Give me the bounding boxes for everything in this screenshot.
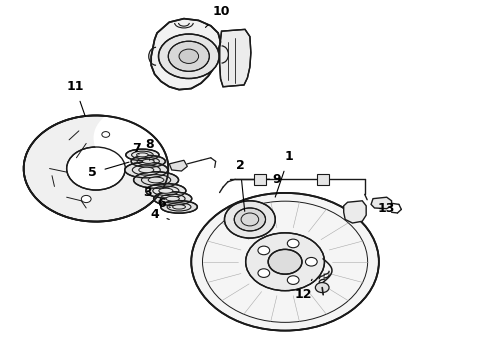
Circle shape	[224, 201, 275, 238]
Circle shape	[159, 34, 219, 78]
Ellipse shape	[154, 192, 192, 206]
Text: 6: 6	[158, 197, 170, 210]
Ellipse shape	[125, 162, 168, 178]
Text: 1: 1	[275, 150, 294, 197]
Circle shape	[258, 269, 270, 278]
Polygon shape	[318, 174, 329, 185]
Polygon shape	[254, 174, 266, 185]
Ellipse shape	[131, 156, 165, 167]
Circle shape	[94, 106, 181, 170]
Circle shape	[168, 41, 209, 71]
Ellipse shape	[126, 149, 159, 161]
Text: 9: 9	[268, 173, 281, 186]
Ellipse shape	[146, 184, 186, 198]
Polygon shape	[343, 201, 366, 223]
Ellipse shape	[137, 153, 148, 157]
Polygon shape	[169, 160, 187, 171]
Circle shape	[191, 193, 379, 330]
Circle shape	[67, 147, 125, 190]
Polygon shape	[24, 116, 168, 222]
Text: 11: 11	[66, 80, 85, 116]
Circle shape	[287, 276, 299, 284]
Text: 12: 12	[295, 279, 313, 301]
Circle shape	[234, 208, 266, 231]
Ellipse shape	[172, 205, 185, 209]
Ellipse shape	[166, 196, 179, 201]
Text: 2: 2	[236, 159, 245, 211]
Ellipse shape	[159, 188, 173, 193]
Circle shape	[179, 49, 198, 63]
Polygon shape	[220, 30, 251, 87]
Ellipse shape	[148, 177, 164, 183]
Circle shape	[305, 257, 317, 266]
Polygon shape	[151, 19, 220, 90]
Text: 4: 4	[150, 208, 169, 221]
Text: 5: 5	[88, 162, 129, 179]
Ellipse shape	[139, 167, 154, 173]
Text: 3: 3	[143, 186, 160, 202]
Ellipse shape	[134, 172, 178, 188]
Ellipse shape	[142, 159, 154, 163]
Circle shape	[316, 283, 329, 293]
Text: 10: 10	[205, 5, 230, 27]
Circle shape	[268, 249, 302, 274]
Circle shape	[81, 195, 91, 203]
Circle shape	[245, 233, 324, 291]
Circle shape	[287, 239, 299, 248]
Text: 7: 7	[132, 142, 141, 155]
Polygon shape	[371, 197, 392, 209]
Circle shape	[258, 246, 270, 255]
Text: 13: 13	[378, 202, 395, 215]
Ellipse shape	[161, 201, 197, 213]
Text: 8: 8	[146, 138, 154, 160]
